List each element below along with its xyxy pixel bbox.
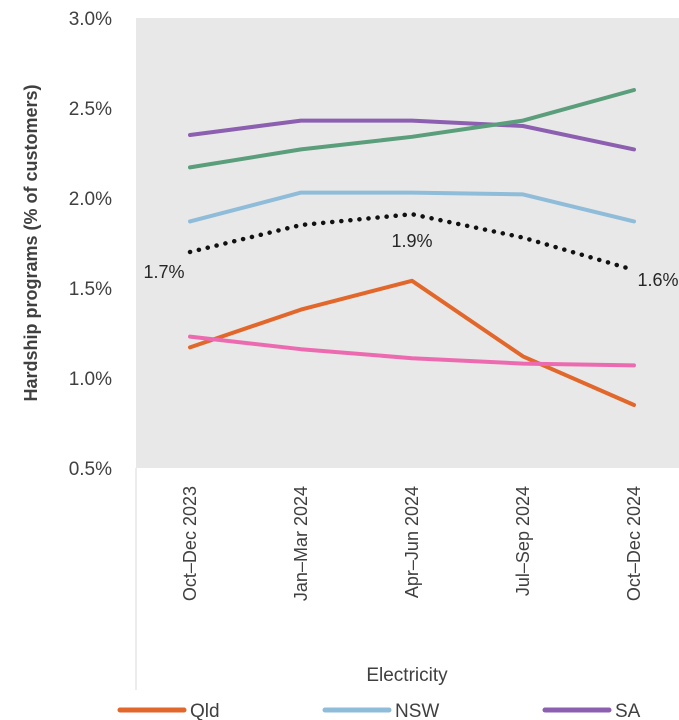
- legend-label: SA: [615, 701, 641, 720]
- legend-item: SA: [542, 701, 641, 720]
- x-group-label: Electricity: [366, 665, 448, 686]
- series-line: [188, 190, 636, 224]
- data-labels: 1.7% 1.9% 1.6%: [143, 231, 678, 290]
- x-tick-label: Jul–Sep 2024: [513, 486, 533, 596]
- legend-label: NSW: [395, 701, 439, 720]
- y-tick-label: 1.5%: [69, 279, 112, 300]
- y-axis-title: Hardship programs (% of customers): [21, 84, 41, 401]
- series-line: [188, 278, 636, 407]
- x-tick-label: Oct–Dec 2023: [180, 486, 200, 601]
- x-tick-label: Apr–Jun 2024: [402, 486, 422, 598]
- y-tick-label: 3.0%: [69, 9, 112, 30]
- series-line: [188, 88, 636, 170]
- legend: Qld NSW SA: [117, 701, 641, 720]
- y-tick-label: 2.0%: [69, 189, 112, 210]
- data-label: 1.6%: [637, 270, 678, 290]
- data-label: 1.7%: [143, 262, 184, 282]
- series-line: [188, 118, 636, 152]
- x-axis: Oct–Dec 2023 Jan–Mar 2024 Apr–Jun 2024 Jul–…: [180, 486, 644, 601]
- legend-item: NSW: [322, 701, 439, 720]
- legend-item: Qld: [117, 701, 220, 720]
- y-tick-label: 2.5%: [69, 99, 112, 120]
- series-line: [187, 211, 637, 273]
- x-tick-label: Jan–Mar 2024: [291, 486, 311, 601]
- y-tick-label: 0.5%: [69, 459, 112, 480]
- data-label: 1.9%: [391, 231, 432, 251]
- series-line: [188, 334, 636, 368]
- series-layer: [187, 88, 637, 407]
- legend-label: Qld: [190, 701, 220, 720]
- y-axis: 0.5% 1.0% 1.5% 2.0% 2.5% 3.0%: [69, 9, 112, 480]
- x-tick-label: Oct–Dec 2024: [624, 486, 644, 601]
- y-tick-label: 1.0%: [69, 369, 112, 390]
